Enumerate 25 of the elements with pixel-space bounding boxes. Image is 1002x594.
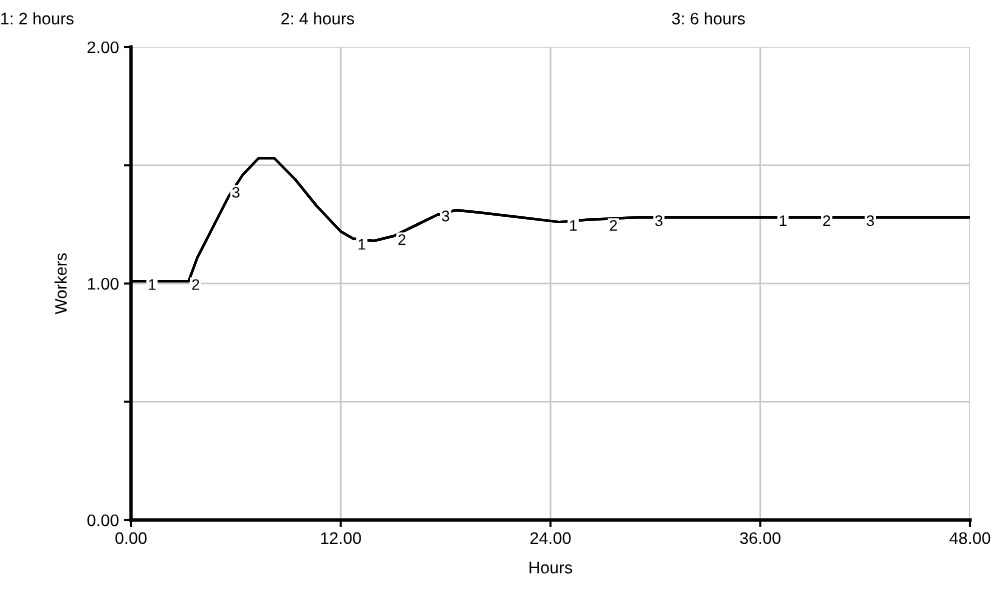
text: 2: 4 hours: [281, 12, 355, 25]
annotation: 1: [358, 239, 366, 250]
annotation: 1: [148, 279, 156, 290]
annotation: 1: [779, 215, 787, 226]
annotation: 2: [398, 234, 406, 245]
annotation: 2: [609, 220, 617, 231]
x-tick-label: 36.00: [740, 532, 781, 545]
x-tick-label: 12.00: [321, 532, 361, 545]
annotation: 3: [441, 210, 450, 222]
y-tick-label: 1.00: [88, 277, 119, 290]
x-tick-label: 48.00: [949, 532, 991, 545]
x-tick-label: 24.00: [530, 532, 571, 545]
x-axis-title: Hours: [529, 561, 573, 574]
x-tick-label: 0.00: [115, 532, 147, 545]
annotation: 3: [232, 186, 240, 198]
text: 3: 6 hours: [671, 12, 745, 25]
annotation: 3: [866, 215, 874, 227]
text: 1: 2 hours: [1, 12, 74, 25]
annotation: 2: [192, 279, 200, 290]
annotation: 2: [823, 215, 831, 226]
y-axis-title: Workers: [54, 253, 67, 315]
y-tick-label: 0.00: [87, 514, 119, 527]
y-tick-label: 2.00: [87, 41, 119, 54]
annotation: 1: [570, 220, 577, 231]
annotation: 3: [655, 215, 663, 227]
